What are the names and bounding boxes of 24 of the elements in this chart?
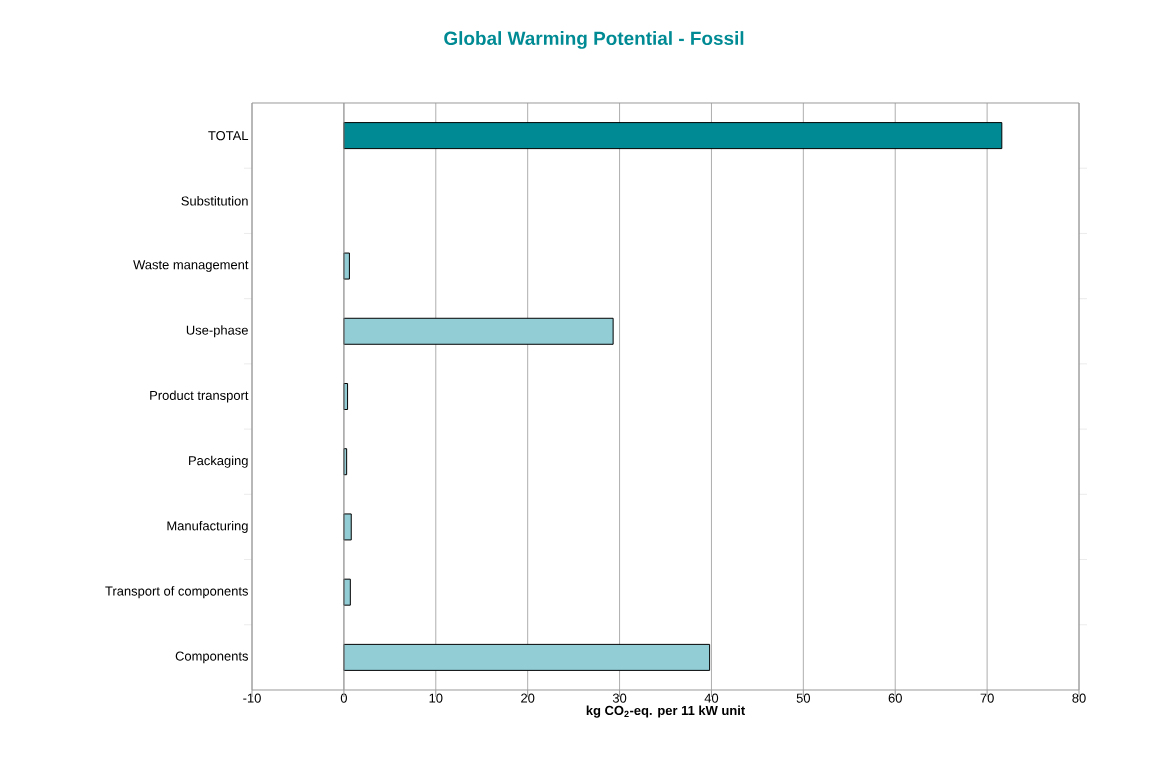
y-tick-label: Substitution [181,196,248,206]
x-tick-label: 10 [429,693,443,703]
bar [343,317,614,345]
y-tick-label: TOTAL [208,131,249,141]
y-tick-label: Components [175,651,249,664]
y-tick-label: Use-phase [186,325,248,338]
x-tick-label: 30 [612,693,627,703]
x-tick-label: -10 [243,693,261,703]
x-tick-label: 60 [888,693,902,703]
x-tick-label: 50 [796,693,811,703]
x-axis-title: kg CO$_{2}$-eq. per 11 kW unit [586,705,745,718]
y-tick-label: Manufacturing [167,520,248,533]
y-tick-label: Waste management [133,260,249,272]
bar [343,122,1003,150]
y-tick-label: Product transport [150,390,249,403]
y-tick-label: Packaging [189,455,248,468]
chart-title: Global Warming Potential - Fossil [444,31,744,49]
x-tick-label: 20 [521,693,535,703]
x-tick-label: 80 [1072,693,1086,703]
x-tick-label: 0 [340,693,347,703]
x-tick-label: 70 [980,693,994,703]
y-tick-label: Transport of components [105,586,249,599]
bar [343,643,711,671]
x-tick-label: 40 [704,693,719,703]
